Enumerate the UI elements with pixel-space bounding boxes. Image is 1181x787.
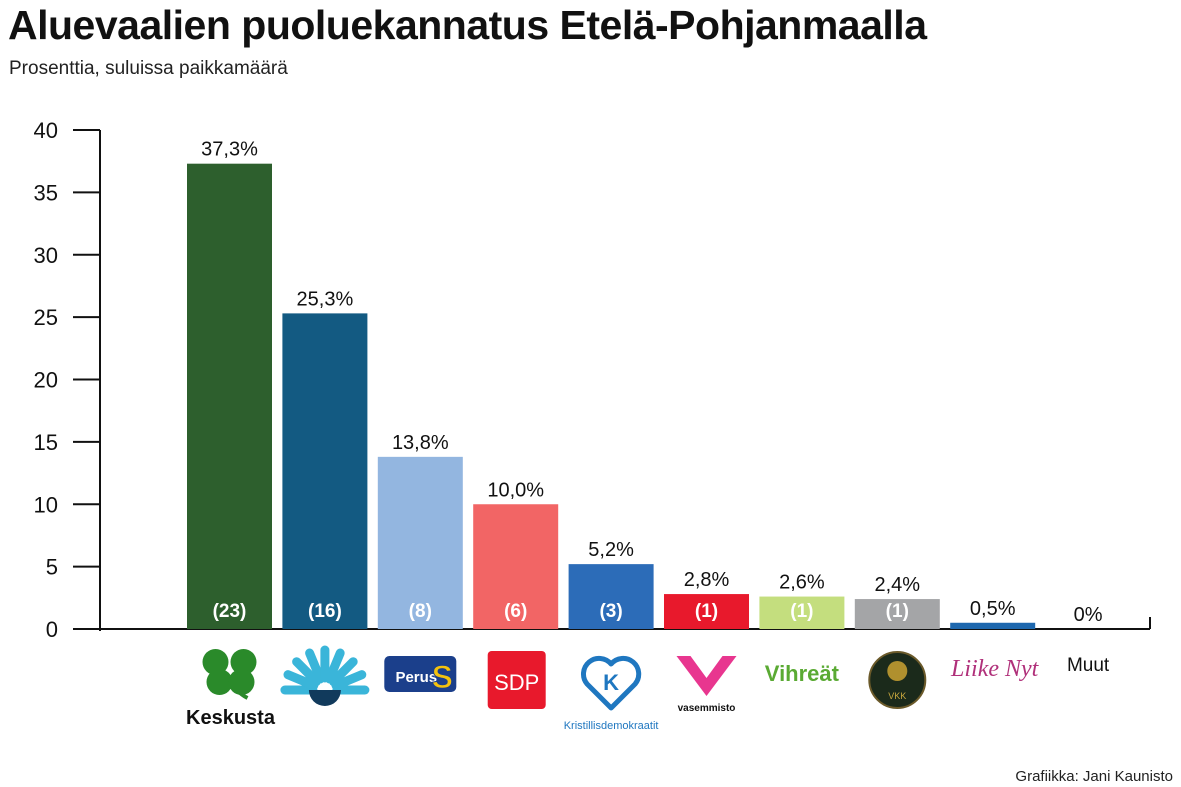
seat-count-label: (23) (213, 601, 247, 622)
bar-keskusta (187, 163, 272, 629)
logo-text: Perus (395, 669, 437, 686)
logo-text: Keskusta (186, 707, 276, 729)
bar-kristillisdemokraatit (568, 564, 654, 629)
kd-heart-logo: K Kristillisdemokraatit (564, 655, 659, 732)
seat-count-label: (3) (599, 601, 622, 622)
bar-value-label: 0% (1074, 604, 1103, 626)
logo-base-shape (308, 690, 341, 706)
petal-shape (292, 657, 321, 687)
seat-count-label: (1) (695, 601, 718, 622)
bar-value-label: 2,6% (779, 572, 825, 594)
lion-emblem-shape (887, 661, 908, 681)
logo-text: Kristillisdemokraatit (564, 720, 659, 732)
chart-title: Aluevaalien puoluekannatus Etelä-Pohjanm… (8, 2, 927, 48)
y-tick-label: 30 (34, 243, 58, 268)
petal-shape (328, 657, 358, 687)
heart-shape (581, 655, 642, 711)
seat-count-label: (8) (409, 601, 432, 622)
vasemmisto-logo: vasemmisto (676, 656, 737, 714)
y-tick-label: 25 (34, 305, 58, 330)
bars: 37,3% (23) 25,3% (16) 13,8% (8) 10,0% (6) 5,2% (3… (187, 139, 1103, 629)
petal-shape (283, 670, 319, 690)
kokoomus-logo (280, 645, 370, 706)
logo-text: vasemmisto (678, 703, 736, 714)
logo-box-shape (487, 651, 546, 709)
seat-count-label: (6) (504, 601, 527, 622)
category-label: Muut (1067, 655, 1110, 676)
bar-value-label: 2,8% (684, 569, 730, 591)
logo-box-shape (384, 656, 457, 692)
logo-text: Liike Nyt (950, 656, 1040, 682)
y-tick-label: 35 (34, 180, 58, 205)
bar-sdp (473, 504, 559, 629)
keskusta-clover-logo: Keskusta (186, 649, 276, 729)
liike-nyt-logo: Liike Nyt (950, 656, 1040, 682)
clover-leaf-shape (202, 649, 229, 675)
logo-text: VKK (888, 691, 906, 701)
logo-k-glyph: K (603, 670, 619, 695)
bar-value-label: 37,3% (201, 139, 258, 161)
vihreat-logo: Vihreät (765, 661, 840, 686)
y-tick-label: 20 (34, 368, 58, 393)
logo-text: Vihreät (765, 661, 840, 686)
sdp-logo: SDP (487, 651, 546, 709)
bar-value-label: 5,2% (588, 539, 634, 561)
clover-stem-shape (227, 677, 249, 700)
bar-vasemmistoliitto (664, 594, 749, 629)
seat-count-label: (1) (886, 601, 909, 622)
y-axis: 0 5 10 15 20 25 30 35 40 (34, 118, 1151, 642)
petal-shape (331, 670, 367, 690)
y-tick-label: 40 (34, 118, 58, 143)
logo-text: SDP (494, 670, 539, 695)
bar-vihre-t (759, 596, 845, 629)
bar-value-label: 10,0% (487, 479, 544, 501)
petal-shape (324, 648, 345, 684)
bar-kokoomus (282, 313, 368, 629)
seat-count-label: (16) (308, 601, 342, 622)
bar-vkk (854, 599, 940, 629)
chart-subtitle: Prosenttia, suluissa paikkamäärä (9, 58, 288, 79)
seat-count-label: (1) (790, 601, 813, 622)
bar-value-label: 2,4% (875, 574, 921, 596)
bar-value-label: 0,5% (970, 598, 1016, 620)
petal-shape (305, 648, 325, 684)
v-shape (676, 656, 737, 696)
y-tick-label: 10 (34, 492, 58, 517)
bar-value-label: 13,8% (392, 432, 449, 454)
y-tick-label: 15 (34, 430, 58, 455)
clover-leaf-shape (206, 669, 233, 695)
credit-text: Grafiikka: Jani Kaunisto (1015, 768, 1173, 785)
y-tick-label: 5 (46, 555, 58, 580)
clover-leaf-shape (230, 649, 257, 675)
vkk-lion-logo: VKK (868, 651, 927, 709)
muut-label: Muut (1067, 655, 1110, 676)
y-tick-label: 0 (46, 617, 58, 642)
bar-value-label: 25,3% (297, 288, 354, 310)
bar-perussuomalaiset (377, 456, 463, 629)
bar-liike-nyt (950, 622, 1036, 629)
logo-s-glyph: S (432, 659, 453, 695)
